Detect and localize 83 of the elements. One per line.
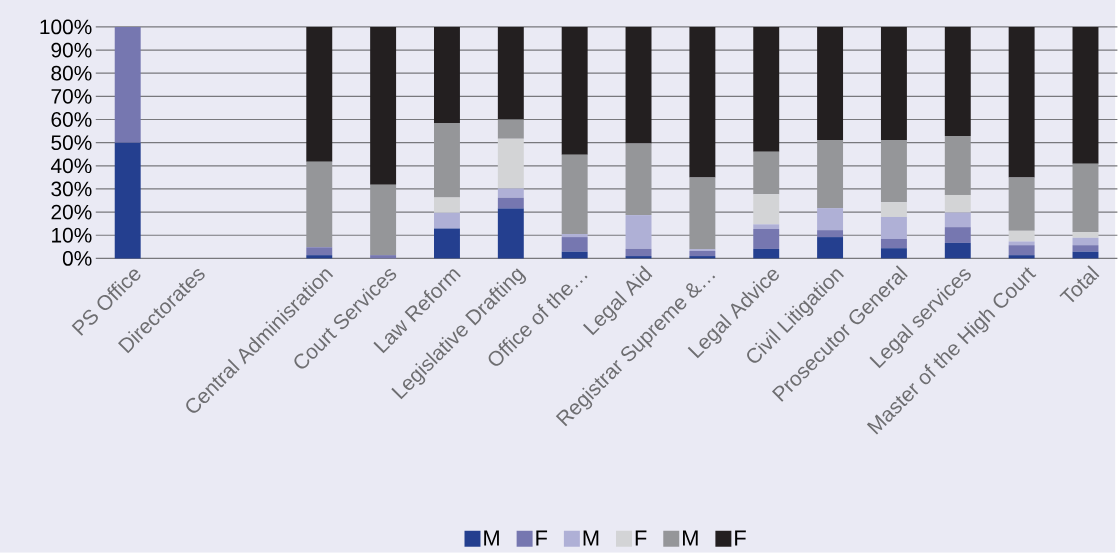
y-tick-label: 50% (51, 135, 92, 151)
bar (817, 237, 844, 259)
bar (625, 27, 652, 144)
bar (306, 162, 333, 248)
legend-label: F (735, 530, 746, 546)
y-tick-label: 30% (51, 181, 92, 197)
bar (561, 154, 588, 235)
bar (880, 239, 907, 249)
bar (497, 138, 524, 189)
bar (817, 27, 844, 141)
bar (1072, 163, 1099, 233)
bar (306, 247, 333, 256)
bar (497, 208, 524, 259)
legend-label: F (536, 530, 548, 546)
bar (434, 228, 460, 259)
bar (753, 229, 780, 250)
bar (689, 177, 716, 250)
bar (434, 212, 460, 229)
bar (370, 255, 397, 259)
y-tick-label: 0% (62, 251, 92, 266)
bar (753, 224, 780, 230)
bar (880, 27, 907, 141)
bar (497, 27, 524, 120)
bar (1008, 255, 1035, 259)
bar (1008, 230, 1035, 242)
bar (1072, 237, 1099, 246)
bar (434, 123, 460, 198)
bar (370, 184, 397, 256)
bar (114, 142, 141, 259)
bar (753, 249, 780, 259)
legend-label: M (583, 530, 599, 546)
legend-label: F (635, 530, 647, 546)
y-tick-label: 40% (50, 158, 92, 174)
y-tick-label: 70% (51, 89, 92, 104)
bar (497, 119, 524, 139)
bar (753, 27, 780, 152)
bar (944, 243, 971, 259)
bar (880, 202, 907, 218)
bar (561, 237, 588, 252)
bar (944, 227, 971, 244)
y-tick-label: 10% (52, 227, 92, 243)
bar (625, 215, 652, 250)
y-tick-label: 20% (51, 204, 92, 220)
bar (880, 217, 907, 240)
y-tick-label: 90% (51, 42, 92, 58)
legend-label: M (484, 530, 499, 546)
bar (944, 27, 971, 137)
bar (1072, 27, 1099, 164)
bar (817, 140, 844, 209)
bar (434, 27, 460, 124)
bar (880, 140, 907, 203)
bar (817, 208, 844, 231)
bar (497, 197, 524, 209)
bar (1008, 245, 1035, 256)
legend-label: M (683, 530, 698, 546)
bar (497, 188, 524, 198)
bar (1072, 245, 1099, 252)
bar (944, 212, 971, 228)
bar (625, 249, 652, 257)
bar (561, 251, 588, 259)
bar (944, 195, 971, 213)
bar (944, 136, 971, 196)
bar (817, 230, 844, 238)
bar (306, 27, 333, 163)
y-tick-label: 60% (51, 112, 92, 128)
bar (1008, 27, 1035, 178)
bar (114, 27, 141, 143)
bar (753, 151, 780, 195)
bar (370, 27, 397, 185)
y-tick-label: 80% (51, 65, 92, 81)
bar (1008, 241, 1035, 246)
bar (689, 27, 716, 178)
bar (625, 143, 652, 216)
bar (689, 251, 716, 257)
bar (561, 234, 588, 238)
y-tick-label: 100% (40, 19, 92, 35)
bar (561, 27, 588, 155)
bar (880, 248, 907, 259)
bar (306, 255, 333, 259)
bar (1072, 232, 1099, 238)
bar (753, 194, 780, 225)
bar (434, 197, 460, 213)
bar (1008, 177, 1035, 231)
